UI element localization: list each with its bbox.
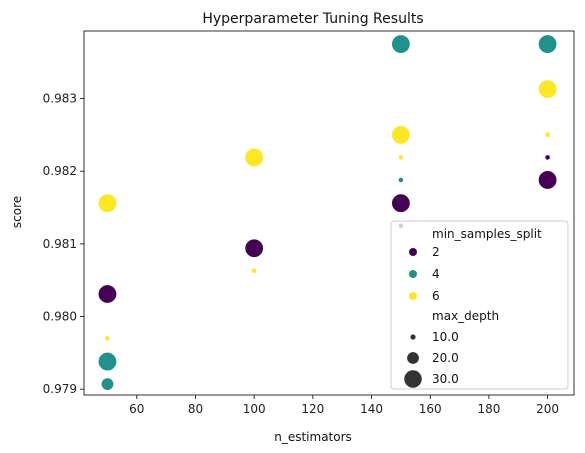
x-tick-label: 60 [129, 402, 144, 416]
y-axis-label: score [10, 196, 24, 228]
data-point [544, 131, 551, 138]
data-point [244, 147, 264, 167]
y-tick-label: 0.980 [43, 310, 77, 324]
data-point [97, 352, 117, 372]
data-point [391, 193, 411, 213]
x-tick-label: 200 [536, 402, 559, 416]
legend-size-label: 30.0 [432, 372, 459, 386]
legend-size-marker [407, 352, 419, 364]
data-point [251, 267, 258, 274]
legend-size-marker [404, 370, 422, 388]
y-tick-label: 0.982 [43, 164, 77, 178]
legend-hue-label: 6 [432, 289, 440, 303]
y-tick-label: 0.979 [43, 382, 77, 396]
legend-box [390, 220, 569, 390]
x-tick-label: 180 [477, 402, 500, 416]
data-point [538, 34, 558, 54]
data-point [391, 34, 411, 54]
data-point [104, 335, 111, 342]
x-tick-label: 140 [360, 402, 383, 416]
legend-hue-entries: 2 4 6 [409, 245, 440, 303]
data-point [97, 284, 117, 304]
data-point [244, 238, 264, 258]
legend-size-title: max_depth [432, 309, 499, 323]
legend-hue-marker [409, 270, 417, 278]
data-point [391, 125, 411, 145]
x-tick-label: 120 [301, 402, 324, 416]
legend-hue-marker [409, 248, 417, 256]
chart-title: Hyperparameter Tuning Results [202, 11, 423, 27]
legend-hue-label: 2 [432, 245, 440, 259]
legend-hue-title: min_samples_split [432, 227, 542, 241]
legend: min_samples_split 2 4 6 max_depth 10.0 20.0… [390, 220, 569, 390]
data-point [397, 154, 404, 161]
x-axis-label: n_estimators [274, 430, 352, 444]
data-point [397, 177, 404, 183]
y-tick-label: 0.983 [43, 92, 77, 106]
legend-hue-marker [409, 292, 417, 300]
legend-size-marker [410, 334, 416, 340]
data-point [97, 193, 117, 213]
legend-size-label: 10.0 [432, 330, 459, 344]
x-tick-label: 100 [243, 402, 266, 416]
plot-area: 60 80 100 120 140 160 180 200 0.979 0.980 0.981 0.9… [43, 30, 575, 416]
data-point [538, 79, 558, 99]
legend-size-label: 20.0 [432, 351, 459, 365]
x-tick-label: 160 [419, 402, 442, 416]
x-tick-label: 80 [188, 402, 203, 416]
data-point [100, 377, 114, 391]
y-tick-label: 0.981 [43, 237, 77, 251]
legend-hue-label: 4 [432, 267, 440, 281]
axes-frame [83, 30, 575, 396]
legend-size-entries: 10.0 20.0 30.0 [404, 330, 459, 388]
data-point [544, 154, 551, 161]
data-point [538, 170, 558, 190]
